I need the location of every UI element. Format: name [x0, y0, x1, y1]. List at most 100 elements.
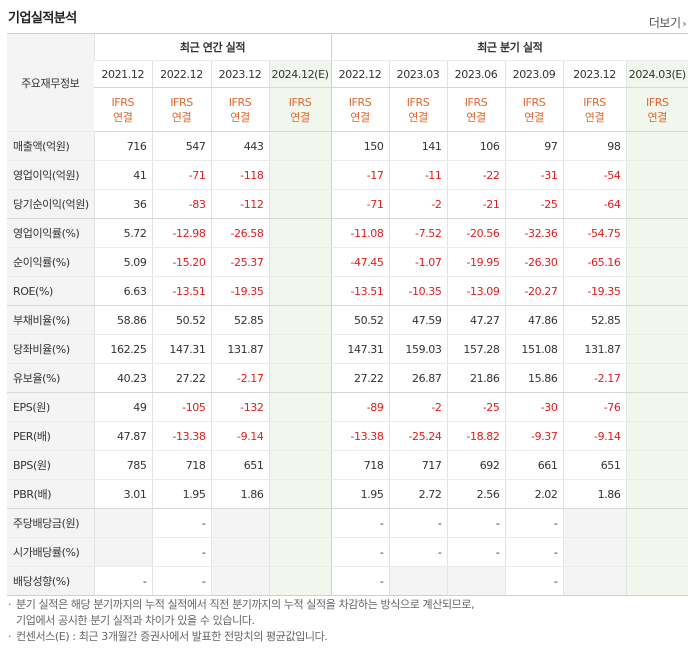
table-cell: 147.31 [330, 334, 389, 364]
section-title: 기업실적분석 [8, 11, 77, 26]
table-row: 당기순이익(억원) 36 -83 -112 -71 -2 -21 -25 -64 [7, 189, 689, 219]
group-annual: 최근 연간 실적 [93, 33, 331, 61]
row-label: 부채비율(%) [7, 305, 94, 335]
ifrs-label: IFRS [645, 95, 669, 109]
table-cell: - [388, 537, 447, 567]
table-cell [268, 450, 331, 480]
row-header-label: 주요재무정보 [7, 33, 94, 132]
consolidated-label: 연결 [524, 110, 544, 124]
footnote-2: · 컨센서스(E) : 최근 3개월간 증권사에서 발표한 전망치의 평균값입니다… [8, 630, 328, 643]
table-cell: -9.14 [210, 421, 269, 451]
ifrs-consolidated-label: IFRS 연결 [625, 87, 689, 132]
period-header: 2023.06 [446, 60, 505, 88]
consolidated-label: 연결 [584, 110, 605, 124]
ifrs-label: IFRS [348, 95, 372, 109]
table-cell: -132 [210, 392, 269, 422]
table-row: 시가배당률(%) - - - - - [7, 537, 689, 567]
period-header: 2023.03 [388, 60, 447, 88]
consolidated-label: 연결 [466, 110, 486, 124]
ifrs-label: IFRS [522, 95, 546, 109]
ifrs-label: IFRS [583, 95, 606, 109]
table-cell [625, 160, 689, 190]
row-label: EPS(원) [7, 392, 94, 422]
table-cell: 716 [93, 131, 152, 161]
ifrs-label: IFRS [111, 95, 135, 109]
table-cell: -118 [210, 160, 269, 190]
table-cell: -13.51 [151, 276, 211, 306]
table-cell: -25.37 [210, 247, 269, 277]
more-label: 더보기 [648, 16, 681, 30]
table-cell: -71 [330, 189, 389, 219]
table-cell [388, 566, 447, 596]
table-cell: 651 [210, 450, 269, 480]
table-cell: -64 [562, 189, 626, 219]
table-cell: -19.35 [210, 276, 269, 306]
table-cell [93, 508, 152, 538]
chevron-right-icon: › [682, 19, 687, 30]
table-cell: -13.38 [151, 421, 211, 451]
table-cell: 141 [388, 131, 447, 161]
table-cell: -54.75 [562, 218, 626, 248]
table-cell: -31 [504, 160, 563, 190]
table-cell: -11 [388, 160, 447, 190]
table-cell: -89 [330, 392, 389, 422]
table-cell [562, 566, 626, 596]
table-cell: - [330, 508, 389, 538]
table-cell: 47.59 [388, 305, 447, 335]
consolidated-label: 연결 [350, 110, 370, 124]
ifrs-consolidated-label: IFRS 연결 [268, 87, 331, 132]
period-header: 2024.03(E) [625, 60, 689, 88]
table-cell: 692 [446, 450, 505, 480]
group-quarter: 최근 분기 실적 [330, 33, 689, 61]
period-header: 2023.12 [210, 60, 269, 88]
table-cell: 131.87 [210, 334, 269, 364]
table-cell: - [330, 566, 389, 596]
ifrs-consolidated-label: IFRS 연결 [210, 87, 269, 132]
table-cell: - [151, 566, 211, 596]
ifrs-consolidated-label: IFRS 연결 [330, 87, 389, 132]
table-cell [625, 479, 689, 509]
row-label: 순이익률(%) [7, 247, 94, 277]
table-cell [268, 537, 331, 567]
table-cell [268, 247, 331, 277]
table-cell: 6.63 [93, 276, 152, 306]
table-cell: -76 [562, 392, 626, 422]
table-cell [562, 537, 626, 567]
table-cell: 3.01 [93, 479, 152, 509]
footnote-1-cont: 기업에서 공시한 분기 실적과 차이가 있을 수 있습니다. [16, 614, 255, 627]
table-cell: -65.16 [562, 247, 626, 277]
more-link[interactable]: 더보기 › [648, 14, 687, 31]
table-cell: - [504, 537, 563, 567]
table-cell [446, 566, 505, 596]
table-cell: - [504, 508, 563, 538]
row-label: 유보율(%) [7, 363, 94, 393]
table-cell [625, 421, 689, 451]
table-cell: -7.52 [388, 218, 447, 248]
consolidated-label: 연결 [113, 110, 133, 124]
table-cell: - [330, 537, 389, 567]
table-cell [625, 450, 689, 480]
table-cell: - [93, 566, 152, 596]
table-cell [268, 363, 331, 393]
table-cell: -11.08 [330, 218, 389, 248]
table-cell [625, 305, 689, 335]
table-cell: -105 [151, 392, 211, 422]
table-cell: -19.35 [562, 276, 626, 306]
table-cell [625, 334, 689, 364]
table-cell: 717 [388, 450, 447, 480]
table-cell: 52.85 [210, 305, 269, 335]
table-cell [268, 421, 331, 451]
table-cell: - [151, 537, 211, 567]
table-row: ROE(%) 6.63 -13.51 -19.35 -13.51 -10.35 -13.09… [7, 276, 689, 306]
table-cell: 1.86 [562, 479, 626, 509]
row-label: 배당성향(%) [7, 566, 94, 596]
row-label: BPS(원) [7, 450, 94, 480]
period-header: 2022.12 [151, 60, 211, 88]
table-cell: 106 [446, 131, 505, 161]
table-cell: -13.51 [330, 276, 389, 306]
table-cell: -12.98 [151, 218, 211, 248]
table-cell [268, 189, 331, 219]
table-cell: 50.52 [330, 305, 389, 335]
table-cell: -25 [504, 189, 563, 219]
table-cell: -2 [388, 392, 447, 422]
